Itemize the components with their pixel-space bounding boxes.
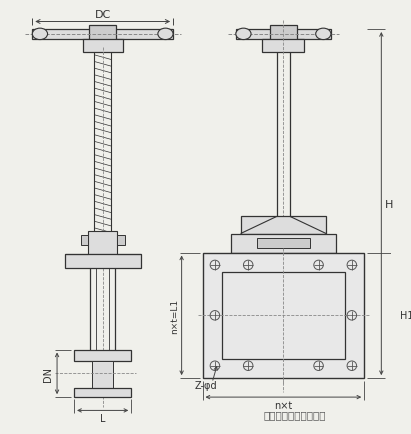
Ellipse shape — [236, 29, 251, 40]
Text: L: L — [100, 413, 106, 423]
Bar — [270, 26, 297, 41]
Bar — [257, 239, 310, 248]
Ellipse shape — [158, 29, 173, 40]
Text: H1: H1 — [400, 311, 411, 321]
Text: DN: DN — [43, 366, 53, 381]
Ellipse shape — [316, 29, 331, 40]
Text: H: H — [385, 199, 393, 209]
Bar — [117, 236, 125, 245]
Text: Z-φd: Z-φd — [195, 380, 217, 390]
Bar — [92, 361, 113, 388]
Text: n×t: n×t — [274, 400, 293, 410]
Bar — [236, 30, 331, 39]
Bar — [32, 30, 173, 39]
Text: 无锡市华压江南阀门厂: 无锡市华压江南阀门厂 — [263, 409, 326, 419]
Bar — [81, 236, 88, 245]
Bar — [89, 26, 116, 41]
Ellipse shape — [32, 29, 48, 40]
Bar — [203, 253, 364, 378]
Bar — [222, 272, 345, 359]
Bar — [231, 234, 336, 253]
Bar — [74, 350, 131, 361]
Bar — [88, 231, 117, 255]
Bar — [240, 217, 326, 234]
Text: DC: DC — [95, 10, 111, 20]
Bar — [74, 388, 131, 397]
Text: n×t=L1: n×t=L1 — [170, 298, 179, 333]
Bar — [65, 255, 141, 268]
Bar — [83, 39, 122, 53]
Bar — [263, 39, 304, 53]
